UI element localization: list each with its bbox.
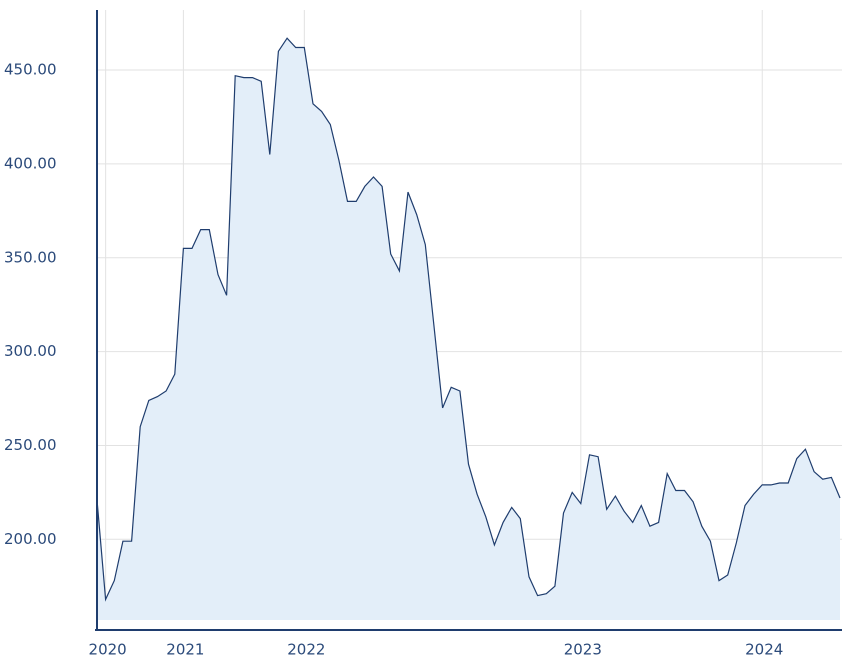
y-tick-label: 400.00 — [4, 154, 57, 172]
x-tick-label: 2024 — [745, 641, 783, 659]
area — [97, 38, 840, 620]
y-tick-label: 250.00 — [4, 436, 57, 454]
y-tick-label: 200.00 — [4, 530, 57, 548]
line — [96, 37, 841, 602]
x-tick-label: 2021 — [166, 641, 204, 659]
y-tick-label: 450.00 — [4, 61, 57, 79]
x-tick-label: 2020 — [89, 641, 127, 659]
x-tick-label: 2022 — [287, 641, 325, 659]
x-tick-label: 2023 — [564, 641, 602, 659]
y-tick-label: 350.00 — [4, 248, 57, 266]
y-tick-label: 300.00 — [4, 342, 57, 360]
